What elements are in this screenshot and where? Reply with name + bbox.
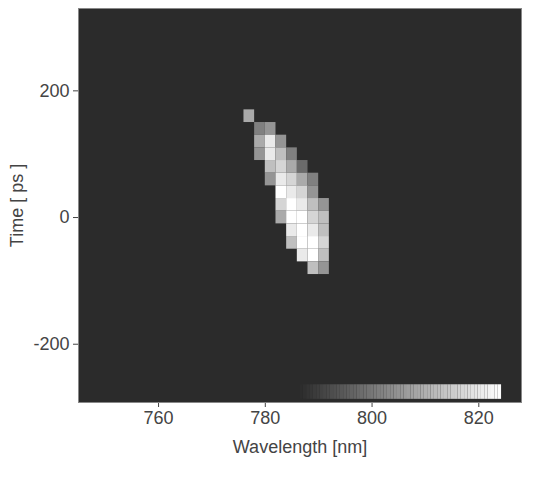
svg-text:820: 820 bbox=[464, 408, 494, 428]
svg-text:0: 0 bbox=[59, 207, 69, 227]
svg-text:800: 800 bbox=[357, 408, 387, 428]
svg-text:-200: -200 bbox=[33, 334, 69, 354]
svg-text:760: 760 bbox=[144, 408, 174, 428]
svg-text:Wavelength [nm]: Wavelength [nm] bbox=[233, 437, 367, 457]
svg-text:200: 200 bbox=[39, 81, 69, 101]
svg-text:780: 780 bbox=[250, 408, 280, 428]
svg-text:Time [ ps ]: Time [ ps ] bbox=[7, 164, 27, 247]
